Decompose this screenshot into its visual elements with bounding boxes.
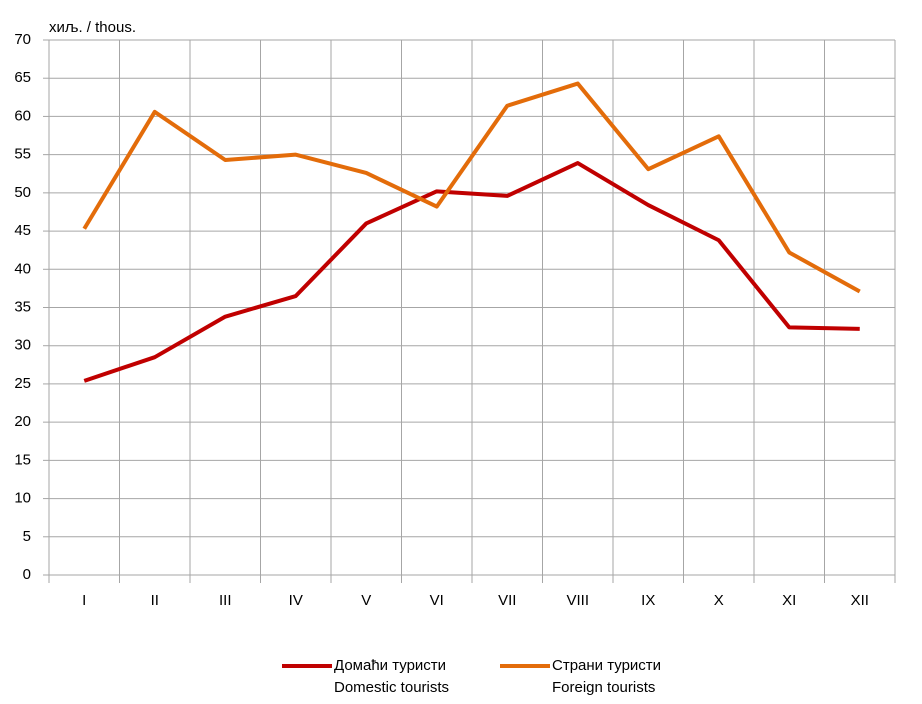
y-tick-label: 40: [14, 260, 31, 277]
legend-label-en: Foreign tourists: [552, 679, 655, 696]
y-axis-label: хиљ. / thous.: [49, 19, 136, 36]
x-tick-label: II: [151, 592, 159, 609]
y-tick-label: 60: [14, 107, 31, 124]
x-tick-label: X: [714, 592, 724, 609]
line-series: [83, 161, 860, 383]
y-tick-label: 45: [14, 222, 31, 239]
legend-label: Страни туристи: [552, 657, 661, 674]
legend-label-en: Domestic tourists: [334, 679, 449, 696]
line-series: [82, 81, 861, 294]
x-tick-label: IV: [289, 592, 303, 609]
y-tick-label: 5: [23, 528, 31, 545]
x-tick-label: VIII: [566, 592, 589, 609]
x-tick-label: I: [82, 592, 86, 609]
y-tick-label: 20: [14, 413, 31, 430]
y-tick-label: 10: [14, 490, 31, 507]
x-tick-label: XII: [851, 592, 869, 609]
y-tick-label: 35: [14, 298, 31, 315]
x-tick-label: XI: [782, 592, 796, 609]
x-tick-label: VII: [498, 592, 516, 609]
y-tick-label: 30: [14, 337, 31, 354]
y-tick-label: 0: [23, 566, 31, 583]
x-tick-label: V: [361, 592, 371, 609]
x-tick-label: IX: [641, 592, 655, 609]
legend-label: Домаћи туристи: [334, 657, 446, 674]
y-tick-label: 65: [14, 69, 31, 86]
x-tick-label: III: [219, 592, 232, 609]
y-tick-label: 15: [14, 451, 31, 468]
y-tick-label: 50: [14, 184, 31, 201]
y-tick-label: 25: [14, 375, 31, 392]
x-tick-label: VI: [430, 592, 444, 609]
y-tick-label: 70: [14, 31, 31, 48]
y-tick-label: 55: [14, 146, 31, 163]
